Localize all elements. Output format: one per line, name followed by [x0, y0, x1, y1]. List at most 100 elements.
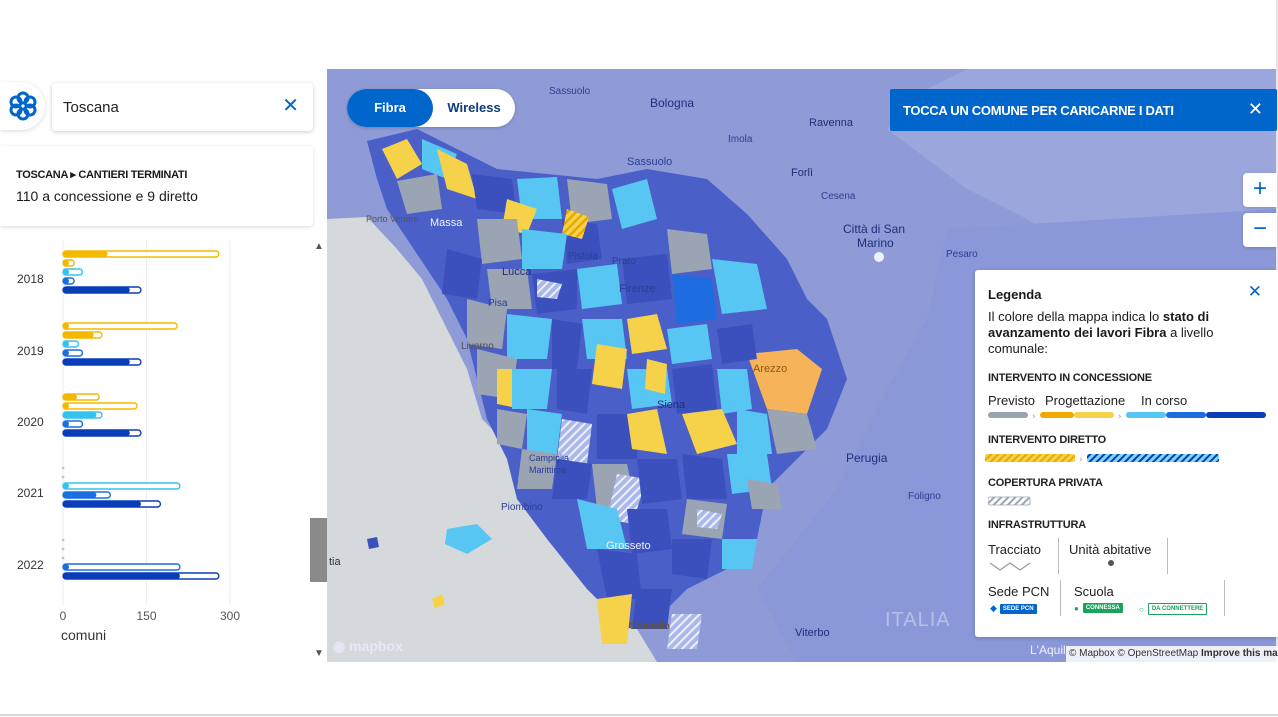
empty-row-dot: [61, 466, 65, 470]
label-scuola: Scuola: [1074, 584, 1114, 599]
x-tick-label: 150: [136, 609, 156, 623]
privata-swatch: [988, 496, 1031, 506]
bar-total[interactable]: [62, 402, 138, 410]
mapbox-logo[interactable]: ◉ mapbox: [333, 638, 403, 655]
network-type-toggle: Fibra Wireless: [347, 89, 515, 127]
label-unita-abitative: Unità abitative: [1069, 542, 1152, 557]
label-orbetello: Orbetello: [629, 621, 670, 632]
svg-text:›: ›: [1079, 455, 1083, 464]
bar-completed[interactable]: [63, 483, 69, 489]
bar-completed[interactable]: [63, 412, 97, 418]
attribution-text[interactable]: © Mapbox © OpenStreetMap: [1069, 648, 1199, 659]
instruction-banner: TOCCA UN COMUNE PER CARICARNE I DATI ✕: [890, 89, 1277, 131]
bar-completed[interactable]: [63, 332, 94, 338]
bar-completed[interactable]: [63, 350, 69, 356]
legend-desc-1: Il colore della mappa indica lo: [988, 309, 1163, 324]
chart-scrollbar[interactable]: ▲ ▼: [310, 240, 327, 662]
bar-completed[interactable]: [63, 573, 180, 579]
diamond-icon: ◆: [990, 603, 997, 613]
da-connettere-chip: DA CONNETTERE: [1147, 603, 1208, 615]
elba-island[interactable]: [445, 524, 492, 554]
year-label: 2022: [17, 558, 44, 572]
legend-desc-2: a livello comunale:: [988, 325, 1214, 356]
label-imola: Imola: [728, 134, 753, 145]
heading-concessione: INTERVENTO IN CONCESSIONE: [988, 372, 1152, 384]
bar-completed[interactable]: [63, 394, 77, 400]
app-logo[interactable]: [0, 82, 45, 130]
scroll-up-icon[interactable]: ▲: [314, 241, 324, 252]
concessione-scale: › ›: [988, 412, 1266, 420]
empty-row-dot: [61, 538, 65, 542]
zoom-in-button[interactable]: +: [1243, 173, 1277, 207]
map-label: Sassuolo: [627, 156, 672, 168]
bar-completed[interactable]: [63, 430, 130, 436]
label-viterbo: Viterbo: [795, 627, 830, 639]
label-pistoia: Pistoia: [568, 251, 599, 262]
label-prato: Prato: [612, 256, 636, 267]
empty-row-dot: [61, 475, 65, 479]
zoom-out-button[interactable]: −: [1243, 213, 1277, 247]
scrollbar-thumb[interactable]: [310, 518, 327, 582]
search-box: ✕: [52, 83, 313, 131]
bar-completed[interactable]: [63, 359, 130, 365]
empty-row-dot: [61, 556, 65, 560]
x-tick-label: 300: [220, 609, 240, 623]
bar-completed[interactable]: [63, 501, 141, 507]
improve-map-link[interactable]: Improve this map: [1201, 648, 1278, 659]
bar-completed[interactable]: [63, 323, 69, 329]
cantieri-bar-chart: 2018 2019 2020 2021 2022 0 150 300 comuni: [17, 240, 240, 643]
bar-completed[interactable]: [63, 492, 97, 498]
label-cesena: Cesena: [821, 191, 856, 202]
x-axis-label: comuni: [61, 627, 106, 643]
connessa-chip: CONNESSA: [1082, 603, 1123, 613]
bar-completed[interactable]: [63, 564, 69, 570]
label-forli: Forlì: [791, 167, 813, 179]
close-icon[interactable]: ✕: [1247, 99, 1263, 119]
mapbox-icon: ◉: [333, 638, 346, 654]
scuola-connessa-badge: ● CONNESSA: [1074, 603, 1123, 613]
toggle-wireless[interactable]: Wireless: [447, 100, 501, 115]
year-label: 2021: [17, 486, 44, 500]
label-firenze: Firenze: [619, 283, 656, 295]
label-italia: ITALIA: [885, 609, 951, 631]
search-input[interactable]: [61, 97, 275, 117]
label-previsto: Previsto: [988, 393, 1035, 408]
clear-search-icon[interactable]: ✕: [282, 95, 299, 117]
bar-total[interactable]: [62, 322, 178, 330]
banner-text: TOCCA UN COMUNE PER CARICARNE I DATI: [903, 103, 1174, 118]
bar-completed[interactable]: [63, 341, 69, 347]
label-san-marino-2: Marino: [857, 236, 894, 250]
bar-completed[interactable]: [63, 278, 69, 284]
san-marino-marker: [874, 252, 884, 262]
region-info-card: TOSCANA ▸ CANTIERI TERMINATI 110 a conce…: [0, 146, 313, 226]
close-legend-icon[interactable]: ✕: [1247, 282, 1262, 301]
sede-pcn-chip: SEDE PCN: [999, 603, 1037, 614]
heading-diretto: INTERVENTO DIRETTO: [988, 434, 1107, 446]
bar-completed[interactable]: [63, 403, 69, 409]
legend-divider: [1060, 580, 1061, 616]
bar-total[interactable]: [62, 482, 181, 490]
bar-total[interactable]: [62, 563, 181, 571]
label-massa: Massa: [430, 217, 463, 229]
legend-desc-bold: stato di avanzamento dei lavori Fibra: [988, 309, 1210, 340]
label-pisa: Pisa: [488, 298, 508, 309]
label-siena: Siena: [657, 399, 686, 411]
label-piombino: Piombino: [501, 502, 543, 513]
bar-completed[interactable]: [63, 260, 69, 266]
summary-text: 110 a concessione e 9 diretto: [16, 188, 198, 204]
toggle-fibra[interactable]: Fibra: [347, 89, 433, 127]
scroll-down-icon[interactable]: ▼: [314, 648, 324, 659]
svg-text:›: ›: [1032, 412, 1036, 420]
label-lucca: Lucca: [502, 266, 532, 278]
heading-privata: COPERTURA PRIVATA: [988, 477, 1103, 489]
bar-completed[interactable]: [63, 251, 108, 257]
label-porto-venere: Porto Venere: [366, 214, 419, 224]
bar-completed[interactable]: [63, 421, 69, 427]
legend-divider: [1167, 538, 1168, 574]
diretto-scale: ›: [985, 454, 1219, 464]
bar-completed[interactable]: [63, 287, 130, 293]
legend-divider: [1058, 538, 1059, 574]
label-arezzo: Arezzo: [753, 363, 788, 375]
bar-completed[interactable]: [63, 269, 69, 275]
label-progettazione: Progettazione: [1045, 393, 1126, 408]
